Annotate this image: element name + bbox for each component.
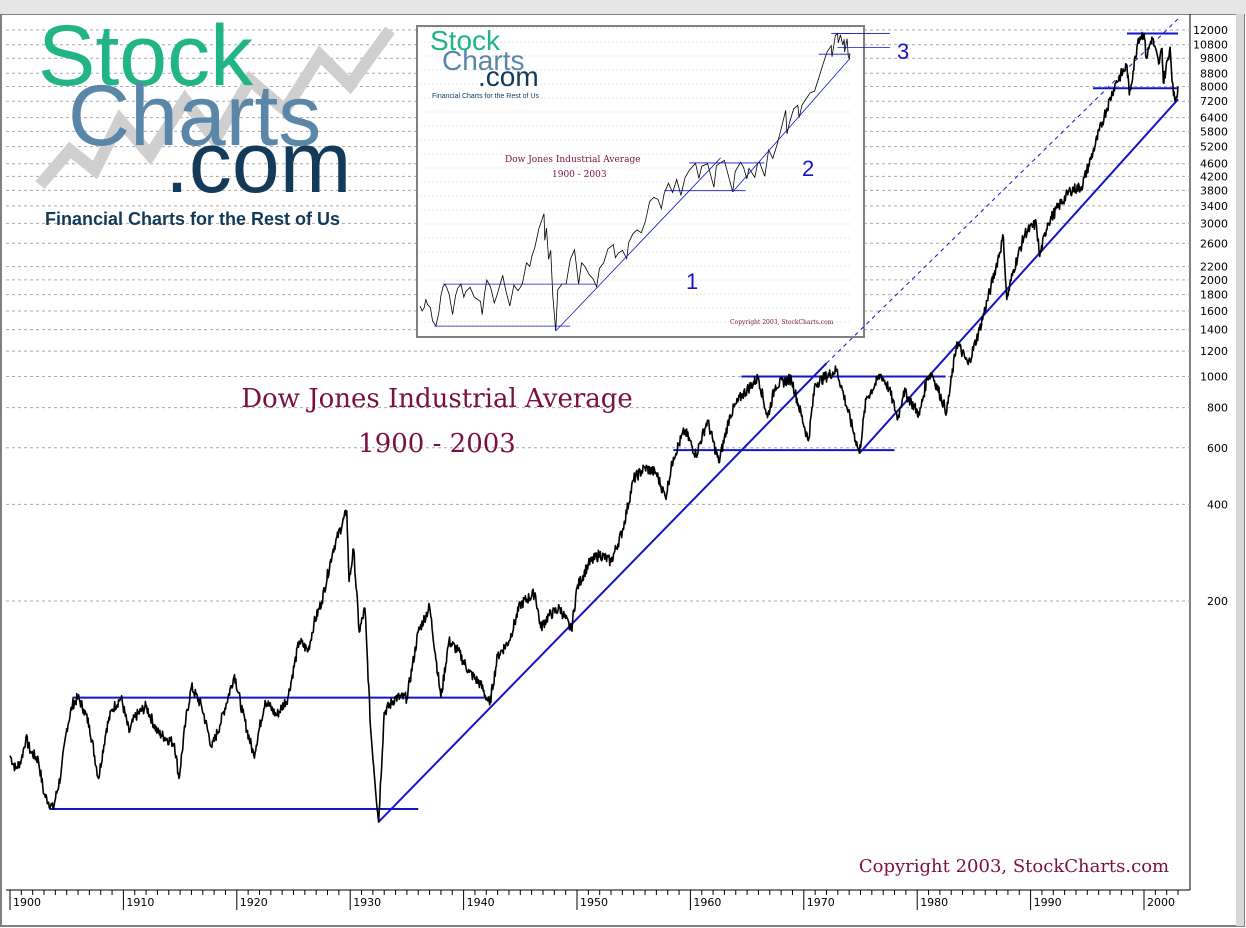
y-tick-label: 8800 <box>1200 67 1228 80</box>
y-tick-label: 5800 <box>1200 125 1228 138</box>
y-tick-label: 2000 <box>1200 274 1228 287</box>
inset-marker-3: 3 <box>897 39 909 64</box>
y-tick-label: 9800 <box>1200 52 1228 65</box>
x-tick-label: 1990 <box>1034 896 1062 909</box>
y-tick-label: 5200 <box>1200 141 1228 154</box>
y-tick-label: 200 <box>1207 595 1228 608</box>
inset-border <box>416 25 865 338</box>
inset-price-line <box>419 32 851 332</box>
copyright-text: Copyright 2003, StockCharts.com <box>859 856 1169 877</box>
y-tick-label: 4600 <box>1200 158 1228 171</box>
dow-price-line <box>9 31 1179 823</box>
inset-logo-com: .com <box>478 61 539 92</box>
chart-title: Dow Jones Industrial Average <box>241 384 633 414</box>
y-tick-label: 3000 <box>1200 217 1228 230</box>
inset-subtitle: 1900 - 2003 <box>552 170 607 180</box>
inset-plot <box>419 32 890 332</box>
price-series <box>9 31 1179 823</box>
inset-marker-2: 2 <box>802 156 814 181</box>
inset-trendline <box>732 58 851 193</box>
logo-watermark-zigzag <box>35 26 395 189</box>
y-tick-label: 2200 <box>1200 261 1228 274</box>
inset-chart: Stock Charts .com Financial Charts for t… <box>416 25 909 338</box>
x-tick-label: 1900 <box>13 896 41 909</box>
inset-tagline: Financial Charts for the Rest of Us <box>432 93 539 100</box>
y-tick-label: 12000 <box>1193 24 1228 37</box>
logo: Stock Charts .com Financial Charts for t… <box>35 8 395 229</box>
x-tick-label: 1960 <box>693 896 721 909</box>
x-axis: 1900 1910 1920 1930 1940 1950 1960 1970 1980 1990… <box>9 890 1179 910</box>
logo-com-text: .com <box>165 115 351 211</box>
x-tick-label: 1940 <box>467 896 495 909</box>
inset-title: Dow Jones Industrial Average <box>505 155 641 165</box>
top-strip <box>0 0 1246 14</box>
x-tick-label: 1920 <box>240 896 268 909</box>
x-tick-label: 2000 <box>1147 896 1175 909</box>
y-tick-label: 600 <box>1207 442 1228 455</box>
y-tick-label: 1600 <box>1200 305 1228 318</box>
inset-logo-charts: Charts <box>442 45 524 76</box>
x-tick-label: 1970 <box>807 896 835 909</box>
inset-marker-1: 1 <box>686 269 698 294</box>
inset-copyright: Copyright 2003, StockCharts.com <box>730 319 834 326</box>
x-tick-label: 1910 <box>126 896 154 909</box>
y-tick-label: 3800 <box>1200 184 1228 197</box>
trendlines <box>49 18 1179 823</box>
x-tick-label: 1980 <box>920 896 948 909</box>
y-tick-label: 2600 <box>1200 237 1228 250</box>
inset-logo-stock: Stock <box>430 25 501 56</box>
trendline <box>858 98 1179 454</box>
chart-subtitle: 1900 - 2003 <box>358 429 516 459</box>
trendline <box>377 362 828 823</box>
y-tick-label: 1400 <box>1200 324 1228 337</box>
y-tick-label: 1000 <box>1200 371 1228 384</box>
logo-stock-text: Stock <box>38 8 254 104</box>
y-tick-label: 7200 <box>1200 95 1228 108</box>
x-tick-label: 1930 <box>353 896 381 909</box>
logo-charts-text: Charts <box>68 68 321 164</box>
y-tick-label: 1800 <box>1200 289 1228 302</box>
logo-tagline: Financial Charts for the Rest of Us <box>45 209 340 229</box>
x-tick-label: 1950 <box>580 896 608 909</box>
inset-trendline <box>555 157 721 332</box>
y-tick-label: 800 <box>1207 402 1228 415</box>
y-tick-label: 3400 <box>1200 200 1228 213</box>
y-tick-label: 6400 <box>1200 112 1228 125</box>
y-tick-label: 10800 <box>1193 39 1228 52</box>
y-tick-label: 8000 <box>1200 81 1228 94</box>
y-tick-label: 1200 <box>1200 345 1228 358</box>
y-tick-label: 4200 <box>1200 170 1228 183</box>
y-tick-label: 400 <box>1207 498 1228 511</box>
right-panel-edge <box>1236 14 1244 926</box>
